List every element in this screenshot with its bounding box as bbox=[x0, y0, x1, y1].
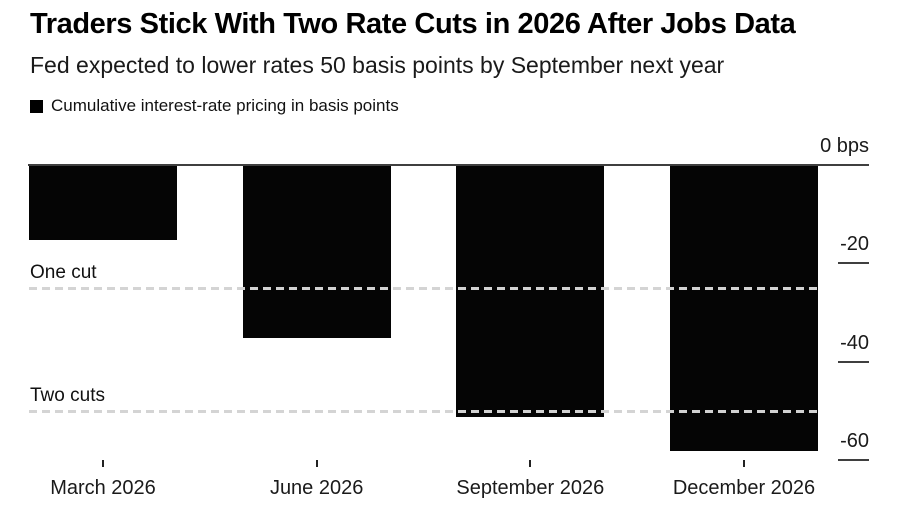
chart-title: Traders Stick With Two Rate Cuts in 2026… bbox=[30, 8, 796, 40]
legend-label: Cumulative interest-rate pricing in basi… bbox=[51, 96, 399, 115]
legend: Cumulative interest-rate pricing in basi… bbox=[30, 96, 399, 116]
legend-swatch-icon bbox=[30, 99, 43, 113]
y-tick-label-60: -60 bbox=[840, 430, 869, 453]
x-label-december-2026: December 2026 bbox=[672, 477, 816, 499]
bar-december-2026 bbox=[670, 166, 818, 452]
reference-line-overlay-one-cut bbox=[29, 287, 818, 290]
bar-march-2026 bbox=[29, 166, 177, 240]
x-tick-june-2026 bbox=[315, 460, 318, 467]
zero-axis-line bbox=[28, 164, 869, 166]
y-tick-label-20: -20 bbox=[840, 233, 869, 256]
x-label-june-2026: June 2026 bbox=[269, 477, 364, 499]
y-tick-line-20 bbox=[838, 262, 869, 265]
x-tick-december-2026 bbox=[743, 460, 745, 467]
y-tick-label-40: -40 bbox=[840, 331, 869, 354]
y-tick-label-0-bps: 0 bps bbox=[820, 135, 869, 157]
chart-subtitle: Fed expected to lower rates 50 basis poi… bbox=[30, 52, 725, 78]
x-tick-march-2026 bbox=[102, 460, 104, 467]
x-tick-september-2026 bbox=[529, 460, 532, 467]
x-label-march-2026: March 2026 bbox=[50, 477, 156, 499]
reference-line-overlay-two-cuts bbox=[29, 410, 818, 413]
reference-label-two-cuts: Two cuts bbox=[30, 385, 105, 406]
bar-september-2026 bbox=[456, 166, 605, 417]
reference-label-one-cut: One cut bbox=[30, 262, 97, 283]
y-tick-line-40 bbox=[838, 360, 869, 363]
y-tick-line-60 bbox=[838, 459, 869, 462]
x-label-september-2026: September 2026 bbox=[456, 477, 605, 499]
bar-june-2026 bbox=[242, 166, 391, 339]
